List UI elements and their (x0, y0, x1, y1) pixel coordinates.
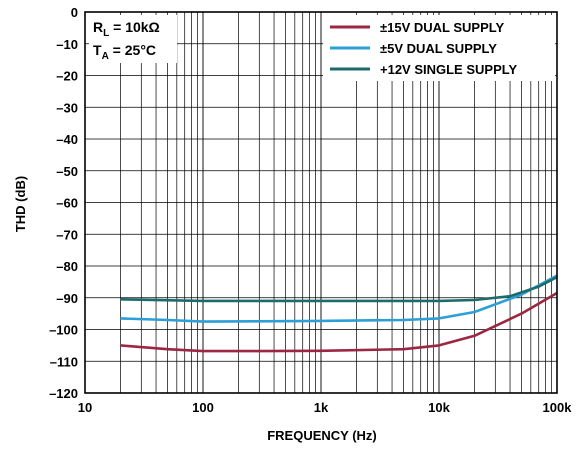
series-line (120, 275, 558, 303)
legend: ±15V DUAL SUPPLY ±5V DUAL SUPPLY +12V SING… (323, 15, 555, 81)
y-tick-label: –80 (56, 259, 78, 274)
x-tick-label: 10k (428, 400, 450, 415)
x-tick-label: 100k (543, 400, 573, 415)
y-tick-label: –10 (56, 37, 78, 52)
tick-labels: 10 100 1k 10k 100k 0 –10 –20 –30 –40 –50 –60 –70 –80 –… (49, 5, 572, 415)
axis-titles: FREQUENCY (Hz) THD (dB) (13, 176, 377, 443)
legend-label: +12V SINGLE SUPPLY (380, 62, 517, 77)
ambient-temperature-label: TA = 25°C (93, 42, 156, 62)
plot-frame (84, 11, 558, 394)
y-tick-label: –50 (56, 164, 78, 179)
y-tick-label: –20 (56, 69, 78, 84)
y-tick-label: 0 (71, 5, 78, 20)
series-lines (120, 274, 558, 353)
y-tick-label: –110 (50, 354, 78, 369)
legend-label: ±15V DUAL SUPPLY (380, 20, 505, 35)
series-line (120, 274, 558, 323)
y-tick-label: –60 (56, 196, 78, 211)
y-tick-label: –40 (56, 132, 78, 147)
x-tick-label: 100 (192, 400, 214, 415)
x-tick-label: 1k (314, 400, 329, 415)
y-tick-label: –70 (56, 227, 78, 242)
y-tick-label: –90 (56, 291, 78, 306)
x-tick-label: 10 (78, 400, 92, 415)
load-resistance-label: RL = 10kΩ (93, 19, 160, 39)
x-axis-title: FREQUENCY (Hz) (267, 428, 377, 443)
y-tick-label: –100 (49, 323, 78, 338)
series-line (120, 291, 558, 353)
y-axis-title: THD (dB) (13, 176, 28, 232)
y-tick-label: –120 (49, 386, 78, 401)
conditions-box: RL = 10kΩ TA = 25°C (89, 15, 177, 63)
conditions-background (89, 15, 177, 63)
legend-label: ±5V DUAL SUPPLY (380, 41, 497, 56)
y-tick-label: –30 (56, 100, 78, 115)
